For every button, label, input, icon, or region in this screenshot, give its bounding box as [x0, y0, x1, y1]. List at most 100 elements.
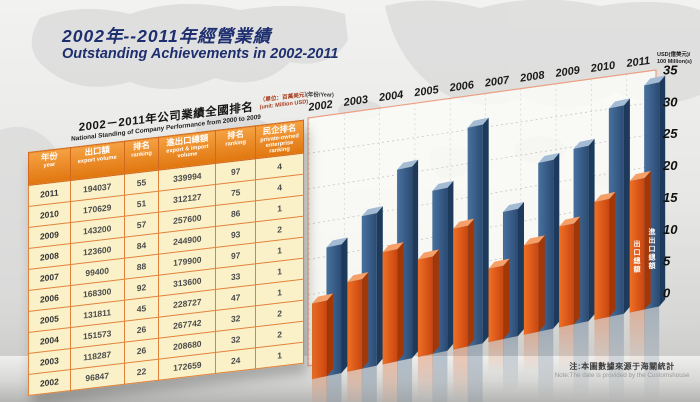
bar-total-2011-side [659, 75, 666, 307]
y-tick-label: 35 [663, 63, 678, 78]
y-tick-label: 25 [662, 126, 678, 141]
bar-export-2002-reflection [312, 376, 327, 402]
cell-value: 24 [215, 347, 256, 374]
bar-export-2004-reflection [382, 361, 398, 402]
bar-total-2002-reflection [326, 372, 342, 402]
bar-total-2006-top [467, 117, 489, 128]
bar-total-2008-top [538, 152, 560, 164]
bar-total-2006-side [482, 117, 489, 344]
bar-total-2007-reflection [503, 335, 518, 393]
bar-total-2005-reflection [432, 350, 448, 402]
bar-export-2008-top [523, 235, 545, 246]
bar-total-2007-top [503, 201, 524, 213]
column-header: 排名 ranking [215, 125, 256, 164]
bar-export-2011-side [644, 171, 651, 310]
bar-export-2009-side [574, 216, 581, 325]
cell-value: 22 [124, 358, 159, 384]
year-label: 2002 [307, 99, 334, 114]
year-label: 2009 [554, 64, 582, 80]
bar-export-2010 [594, 198, 610, 321]
bar-export-2004-top [382, 242, 404, 253]
bar-export-2011 [629, 177, 645, 313]
chart-source-note: 注:本圖數據來源于海關統計 Note:The date is provided … [543, 361, 700, 379]
year-label: 2004 [377, 89, 404, 104]
y-tick-label: 15 [663, 190, 678, 205]
year-label: 2008 [518, 69, 546, 85]
bar-export-2007-side [503, 258, 510, 339]
bar-export-2008-side [538, 235, 545, 332]
bar-export-2007-reflection [488, 338, 504, 373]
bar-total-2011-top [644, 75, 666, 86]
y-tick-label: 30 [663, 94, 678, 109]
bar-export-2006 [453, 225, 469, 350]
bar-export-2002-top [312, 293, 333, 304]
page-title-en: Outstanding Achievements in 2002-2011 [62, 46, 339, 63]
performance-table-panel: 2002－2011年公司業績全國排名 National Standing of … [28, 92, 310, 396]
bar-export-2004-side [397, 242, 404, 362]
bar-total-2004-reflection [397, 358, 413, 402]
bar-total-2011-reflection [644, 306, 660, 402]
bar-export-2009-reflection [559, 324, 575, 370]
bar-export-2011-top [629, 171, 651, 182]
bar-total-2003-top [361, 206, 383, 217]
y-axis-unit-line1: USD(億美元)/ [657, 50, 691, 58]
bar-export-2007 [488, 265, 504, 343]
year-label: 2003 [342, 94, 369, 109]
bar-export-2003-reflection [347, 368, 363, 402]
bar-export-2005-side [432, 249, 439, 354]
bar-export-2010-top [594, 191, 616, 203]
chart-note-zh: 注:本圖數據來源于海關統計 [569, 362, 675, 371]
bar-total-2010-side [623, 98, 630, 314]
bar-total-2004-side [412, 159, 419, 359]
year-label: 2011 [625, 55, 651, 70]
y-tick-label: 0 [663, 286, 671, 301]
bar-export-2004 [382, 248, 398, 365]
y-tick-label: 5 [663, 254, 671, 269]
bar-export-2005-reflection [417, 353, 433, 398]
year-label: 2005 [413, 84, 441, 100]
bar-total-2003-reflection [361, 365, 377, 402]
y-tick-label: 10 [663, 222, 678, 237]
bar-total-2004-top [397, 159, 419, 170]
bar-export-2003-side [362, 272, 369, 369]
bar-export-2009-top [559, 216, 581, 227]
bar-export-2010-side [609, 191, 616, 317]
year-label: 2007 [483, 74, 511, 90]
chart-note-en: Note:The date is provided by the Customs… [554, 372, 690, 379]
bar-total-2008-reflection [538, 328, 554, 402]
bar-export-2010-reflection [594, 316, 610, 370]
bar-total-2007-side [518, 201, 524, 336]
year-label: 2006 [448, 79, 476, 95]
bar-export-2009 [558, 223, 575, 328]
y-axis-unit-line2: 100 Million(s) [657, 59, 692, 65]
bar-export-2008 [523, 242, 539, 335]
bar-export-2002-side [327, 293, 333, 377]
bar-export-2003 [347, 278, 363, 373]
bar-total-2005-top [432, 180, 454, 191]
performance-table: 年份 year 出口額 export volume 排名 ranking 進出口總額 expo… [28, 119, 304, 396]
bar-total-2009-reflection [573, 321, 589, 398]
bar-total-2002-top [326, 237, 348, 248]
year-label: 2010 [589, 60, 617, 76]
bar-total-2009-side [588, 138, 595, 322]
bar-total-2003-side [376, 206, 383, 366]
bar-total-2005-side [447, 180, 454, 351]
bar-total-2009-top [573, 138, 595, 149]
bar-label-export: 出口總額 [633, 240, 640, 274]
y-tick-label: 20 [662, 158, 678, 173]
column-header: 排名 ranking [124, 137, 159, 174]
cell-year: 2002 [28, 369, 71, 396]
page-header: 2002年--2011年經營業績 Outstanding Achievement… [62, 26, 338, 63]
bar-export-2011-reflection [629, 309, 645, 368]
bar-total-2010-reflection [608, 313, 624, 402]
bar-export-2005-top [417, 249, 439, 260]
x-axis-label: (年份/Year) [306, 90, 334, 98]
bar-total-2008-side [553, 152, 560, 329]
bar-total-2002-side [341, 237, 348, 373]
bar-export-2002 [311, 300, 328, 380]
bar-export-2006-side [468, 218, 475, 347]
bar-total-2006-reflection [467, 343, 483, 402]
bar-export-2006-reflection [453, 346, 469, 401]
